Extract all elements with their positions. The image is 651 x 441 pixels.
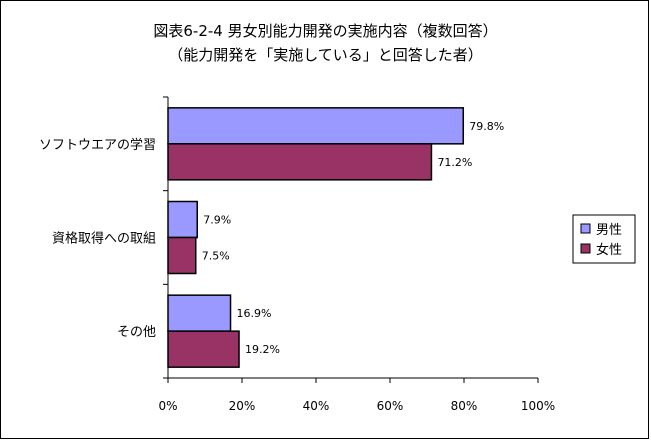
chart-title: 図表6-2-4 男女別能力開発の実施内容（複数回答） [153,22,498,40]
legend-box [572,214,636,264]
x-tick-label: 20% [229,399,256,413]
bar-male [167,107,465,145]
bar-male [167,200,198,239]
bar-male [167,294,232,332]
value-label: 71.2% [437,156,472,169]
bar-female [167,330,240,368]
category-label: 資格取得への取組 [52,231,156,247]
value-label: 7.5% [202,250,230,263]
value-label: 19.2% [245,343,280,356]
legend-swatch-female [580,243,591,254]
x-tick-label: 0% [158,399,177,413]
category-label: その他 [117,325,156,340]
value-label: 79.8% [469,120,504,133]
bar-female [167,236,197,275]
category-label: ソフトウエアの学習 [39,137,156,153]
x-tick-label: 80% [451,399,478,413]
legend-label-female: 女性 [596,242,622,258]
value-label: 7.9% [203,214,231,227]
x-tick-label: 40% [303,399,330,413]
x-tick-label: 100% [521,399,555,413]
x-tick-label: 60% [377,399,404,413]
value-label: 16.9% [237,307,272,320]
legend-swatch-male [580,223,591,234]
chart-subtitle: （能力開発を「実施している」と回答した者） [168,46,483,64]
legend-label-male: 男性 [596,223,622,238]
bar-female [167,143,433,181]
